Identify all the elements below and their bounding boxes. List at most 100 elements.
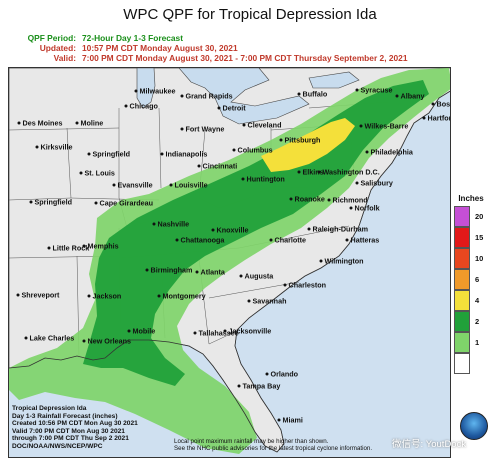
updated-line: Updated: 10:57 PM CDT Monday August 30, 2…: [8, 43, 238, 53]
watermark: 微信号: YoutDock: [392, 439, 467, 450]
city-dot: [232, 148, 236, 152]
coastline: [9, 90, 450, 453]
city-label: Syracuse: [361, 86, 393, 95]
legend-label: 2: [475, 317, 480, 326]
city-label: Cleveland: [248, 121, 282, 130]
info-block: Tropical Depression Ida Day 1-3 Rainfall…: [12, 405, 138, 451]
city-label: Hatteras: [351, 236, 380, 245]
legend-label: 10: [475, 254, 484, 263]
legend-label: 6: [475, 275, 480, 284]
city-label: Nashville: [158, 220, 190, 229]
info-product: Day 1-3 Rainfall Forecast (inches): [12, 412, 118, 420]
note-line-1: Local point maximum rainfall may be high…: [174, 438, 329, 445]
city-dot: [29, 200, 33, 204]
valid-label: Valid:: [53, 53, 76, 63]
city-dot: [422, 116, 426, 120]
updated-label: Updated:: [39, 43, 76, 53]
city-label: Detroit: [223, 104, 247, 113]
city-label: Orlando: [271, 370, 299, 379]
city-label: Jacksonville: [229, 327, 272, 336]
updated-value: 10:57 PM CDT Monday August 30, 2021: [82, 43, 238, 53]
lake-huron-erie: [178, 68, 310, 125]
city-dot: [180, 94, 184, 98]
city-dot: [349, 206, 353, 210]
city-label: Richmond: [333, 196, 368, 205]
city-label: Augusta: [245, 272, 275, 281]
city-dot: [79, 171, 83, 175]
legend-swatch: [454, 311, 470, 332]
city-dot: [317, 170, 321, 174]
city-label: Kirksville: [41, 143, 73, 152]
info-agency: DOC/NOAA/NWS/NCEP/WPC: [12, 442, 103, 450]
noaa-logo-icon: [460, 412, 488, 440]
city-dot: [239, 274, 243, 278]
legend-label: 4: [475, 296, 480, 305]
city-label: Charlotte: [275, 236, 307, 245]
city-dot: [82, 244, 86, 248]
city-label: Louisville: [175, 181, 208, 190]
city-label: Shreveport: [22, 291, 61, 300]
city-dot: [152, 222, 156, 226]
legend-swatch: [454, 227, 470, 248]
city-dot: [87, 294, 91, 298]
city-label: Boston: [437, 100, 452, 109]
city-dot: [24, 336, 28, 340]
city-label: Chattanooga: [181, 236, 226, 245]
city-dot: [197, 164, 201, 168]
city-dot: [265, 372, 269, 376]
city-dot: [160, 152, 164, 156]
legend-label: 20: [475, 212, 484, 221]
qpf-period-value: 72-Hour Day 1-3 Forecast: [82, 33, 184, 43]
info-created: Created 10:56 PM CDT Mon Aug 30 2021: [12, 420, 138, 428]
city-dot: [269, 238, 273, 242]
city-dot: [124, 104, 128, 108]
city-dot: [75, 121, 79, 125]
city-label: Wilkes-Barre: [365, 122, 409, 131]
city-dot: [319, 259, 323, 263]
city-dot: [157, 294, 161, 298]
city-label: Chicago: [130, 102, 159, 111]
qpf-period: QPF Period: 72-Hour Day 1-3 Forecast: [8, 33, 183, 43]
city-label: Tallahassee: [199, 329, 239, 338]
city-label: Indianapolis: [166, 150, 208, 159]
lake-michigan: [136, 68, 156, 109]
city-dot: [247, 299, 251, 303]
city-dot: [355, 181, 359, 185]
legend-swatch: [454, 332, 470, 353]
city-dot: [345, 238, 349, 242]
city-label: New Orleans: [88, 337, 132, 346]
city-dot: [355, 88, 359, 92]
city-label: Springfield: [35, 198, 73, 207]
city-dot: [87, 152, 91, 156]
precip-legend: Inches 20 15 10 6 4 2 1: [451, 192, 499, 392]
page-title: WPC QPF for Tropical Depression Ida: [123, 6, 377, 23]
city-label: Charleston: [289, 281, 327, 290]
lake-ontario: [308, 71, 360, 89]
city-dot: [127, 329, 131, 333]
note-line-2: See the NHC public advisories for the la…: [174, 445, 373, 453]
city-label: Raleigh-Durham: [313, 225, 369, 234]
city-dot: [241, 177, 245, 181]
city-dot: [94, 201, 98, 205]
city-dot: [327, 198, 331, 202]
city-label: Cincinnati: [203, 162, 238, 171]
city-dot: [134, 89, 138, 93]
city-dot: [223, 329, 227, 333]
city-label: Birmingham: [151, 266, 193, 275]
city-label: Savannah: [253, 297, 287, 306]
city-label: Evansville: [118, 181, 153, 190]
city-dot: [359, 124, 363, 128]
info-through: through 7:00 PM CDT Thu Sep 2 2021: [12, 435, 129, 443]
city-dot: [395, 94, 399, 98]
city-label: Jackson: [93, 292, 122, 301]
city-dot: [431, 102, 435, 106]
legend-swatch: [454, 269, 470, 290]
city-dot: [242, 123, 246, 127]
city-label: Wilmington: [325, 257, 364, 266]
city-label: Elkins: [303, 168, 324, 177]
city-dot: [279, 138, 283, 142]
city-label: Philadelphia: [371, 148, 414, 157]
city-label: Grand Rapids: [186, 92, 233, 101]
city-dot: [297, 92, 301, 96]
city-dot: [297, 170, 301, 174]
